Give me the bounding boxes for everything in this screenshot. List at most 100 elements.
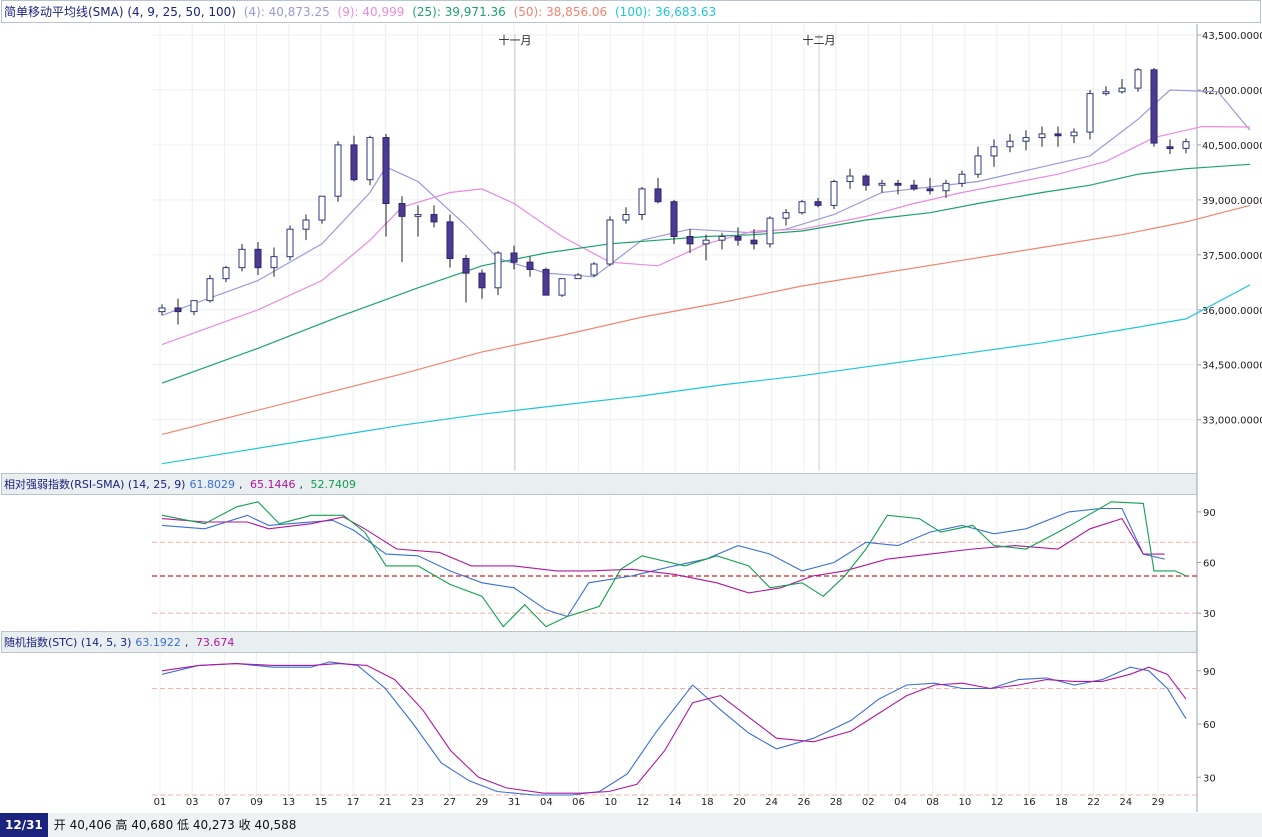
candle	[878, 179, 886, 193]
candle-body	[558, 278, 566, 296]
x-tick-label: 04	[894, 797, 907, 808]
x-tick-label: 24	[765, 797, 778, 808]
rsi-tick-label: 60	[1203, 559, 1216, 570]
candlesticks	[158, 67, 1190, 325]
candle-body	[1182, 141, 1190, 149]
x-tick-label: 13	[282, 797, 295, 808]
sma-legend-item-9: (9): 40,999	[337, 5, 405, 19]
x-tick-label: 10	[604, 797, 617, 808]
price-tick-label: 34,500.0000	[1202, 361, 1262, 372]
candle	[846, 168, 854, 189]
candle	[510, 245, 518, 270]
candle-body	[446, 221, 454, 259]
x-tick-label: 22	[1087, 797, 1100, 808]
candle	[558, 278, 566, 297]
candle	[446, 214, 454, 268]
candle	[270, 247, 278, 277]
x-tick-label: 23	[411, 797, 424, 808]
candle-body	[206, 278, 214, 302]
candle	[206, 274, 214, 303]
rsi-panel: 30 60 90	[152, 501, 1216, 628]
candle-body	[1086, 93, 1094, 133]
x-tick-label: 12	[991, 797, 1004, 808]
candle-body	[478, 272, 486, 289]
candle-body	[638, 188, 646, 216]
candle-body	[1150, 69, 1158, 144]
sma-legend-item-25: (25): 39,971.36	[412, 5, 506, 19]
x-tick-label: 29	[476, 797, 489, 808]
candle	[334, 141, 342, 202]
price-tick-label: 37,500.0000	[1202, 251, 1262, 262]
candle	[494, 251, 502, 296]
candle-body	[734, 236, 742, 241]
candle	[158, 304, 166, 316]
rsi-tick-label: 90	[1203, 508, 1216, 519]
x-tick-label: 12	[637, 797, 650, 808]
candle	[350, 135, 358, 182]
x-tick-label: 14	[669, 797, 682, 808]
x-tick-label: 28	[830, 797, 843, 808]
candle-body	[350, 144, 358, 181]
candle	[830, 179, 838, 210]
rsi-legend-value-3: 52.7409	[310, 478, 356, 491]
candle	[590, 262, 598, 277]
candle-body	[318, 195, 326, 221]
status-date: 12/31	[0, 813, 48, 837]
candle	[1102, 86, 1110, 96]
candle-body	[366, 137, 374, 181]
x-tick-label: 09	[250, 797, 263, 808]
candle	[702, 234, 710, 261]
month-label: 十二月	[803, 33, 836, 47]
candle	[894, 179, 902, 195]
sma-legend-item-100: (100): 36,683.63	[615, 5, 717, 19]
candle-body	[974, 155, 982, 175]
candle	[942, 179, 950, 199]
candle	[1070, 128, 1078, 144]
rsi-legend-title: 相对强弱指数(RSI-SMA) (14, 25, 9)	[4, 478, 186, 491]
candle-body	[830, 181, 838, 206]
candle	[478, 269, 486, 299]
rsi-tick-label: 30	[1203, 609, 1216, 620]
candle-body	[462, 257, 470, 274]
candle-body	[574, 274, 582, 280]
candle-body	[254, 248, 262, 269]
candle-body	[1070, 131, 1078, 137]
candle	[1022, 130, 1030, 151]
candle-body	[190, 300, 198, 313]
status-ohlc: 开 40,406 高 40,680 低 40,273 收 40,588	[53, 818, 297, 832]
stc-legend-value-2: 73.674	[195, 636, 235, 649]
candle-body	[1102, 91, 1110, 95]
status-bar: 12/31 开 40,406 高 40,680 低 40,273 收 40,588	[0, 813, 1262, 837]
candle	[526, 256, 534, 277]
candle-body	[686, 236, 694, 245]
rsi-legend-sep-1: ,	[238, 478, 246, 491]
candle-body	[494, 252, 502, 289]
candle-body	[654, 188, 662, 203]
candle-body	[606, 219, 614, 265]
x-tick-label: 08	[926, 797, 939, 808]
candle-body	[302, 219, 310, 230]
candle-body	[622, 214, 630, 221]
x-tick-label: 01	[154, 797, 167, 808]
candle-body	[894, 182, 902, 186]
candle	[222, 265, 230, 283]
sma-legend-item-50: (50): 38,856.06	[513, 5, 608, 19]
x-tick-label: 16	[1023, 797, 1036, 808]
candle	[718, 232, 726, 250]
candle	[734, 227, 742, 246]
candle	[1134, 67, 1142, 92]
candle	[302, 214, 310, 241]
rsi-legend: 相对强弱指数(RSI-SMA) (14, 25, 9) 61.8029, 65.1…	[1, 473, 1197, 495]
candle	[814, 198, 822, 208]
candle-body	[526, 261, 534, 270]
candle	[382, 133, 390, 237]
candle-body	[398, 203, 406, 217]
rsi-legend-value-2: 65.1446	[249, 478, 296, 491]
sma-lines	[161, 89, 1251, 465]
candle	[1118, 78, 1126, 94]
candle	[638, 187, 646, 221]
x-tick-label: 18	[1055, 797, 1068, 808]
stc-legend-value-1: 63.1922	[135, 636, 181, 649]
x-tick-label: 02	[862, 797, 875, 808]
